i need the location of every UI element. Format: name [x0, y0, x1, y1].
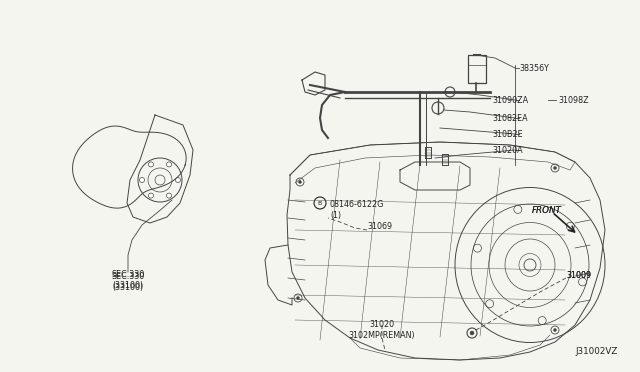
Text: 31020A: 31020A — [492, 145, 523, 154]
Circle shape — [166, 162, 172, 167]
Text: FRONT: FRONT — [532, 205, 562, 215]
Text: FRONT: FRONT — [532, 205, 562, 215]
Text: SEC.330
(33100): SEC.330 (33100) — [111, 270, 145, 290]
Text: 31009: 31009 — [566, 270, 591, 279]
Text: 08146-6122G
(1): 08146-6122G (1) — [330, 200, 385, 220]
Text: 31020
3102MP(REMAN): 31020 3102MP(REMAN) — [349, 320, 415, 340]
Text: SEC.330
(33100): SEC.330 (33100) — [111, 272, 145, 292]
Text: 38356Y: 38356Y — [519, 64, 549, 73]
Text: 310B2E: 310B2E — [492, 129, 523, 138]
Text: 31090ZA: 31090ZA — [492, 96, 528, 105]
Circle shape — [148, 162, 154, 167]
Circle shape — [554, 167, 557, 170]
Circle shape — [166, 193, 172, 198]
Text: J31002VZ: J31002VZ — [575, 347, 618, 356]
Circle shape — [140, 177, 145, 183]
Text: 31098Z: 31098Z — [558, 96, 589, 105]
Circle shape — [470, 331, 474, 335]
Text: 31069: 31069 — [367, 221, 392, 231]
Circle shape — [175, 177, 180, 183]
Circle shape — [554, 328, 557, 331]
Text: 31009: 31009 — [566, 270, 591, 279]
Text: 31082EA: 31082EA — [492, 113, 527, 122]
Text: B: B — [318, 201, 322, 205]
Circle shape — [298, 180, 301, 183]
Circle shape — [296, 296, 300, 299]
Circle shape — [148, 193, 154, 198]
